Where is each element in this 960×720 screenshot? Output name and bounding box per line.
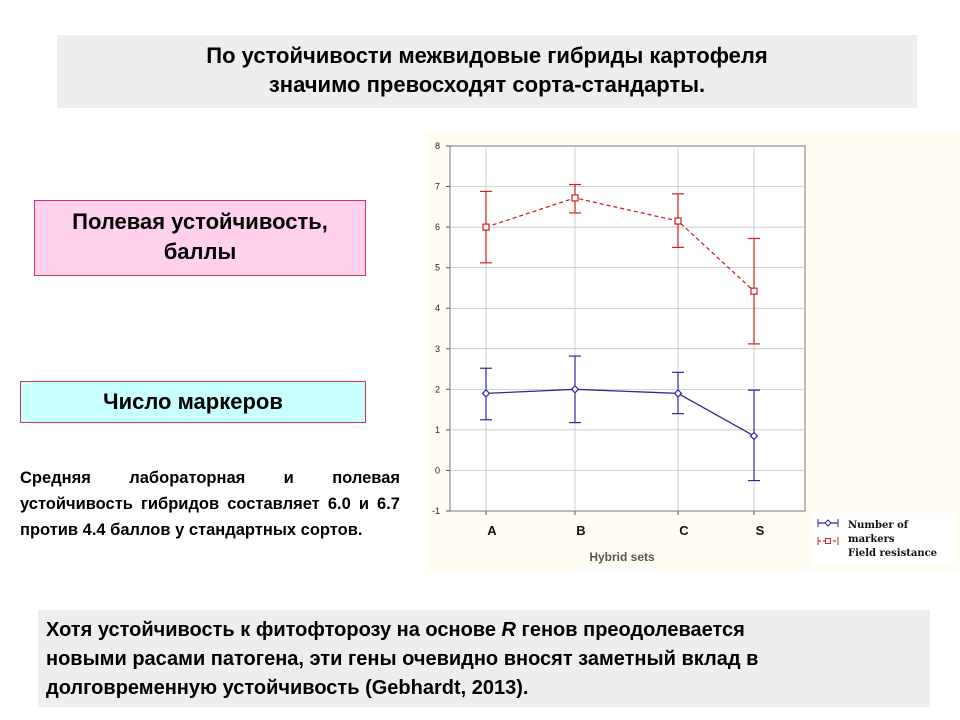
legend-marker <box>824 519 832 527</box>
plot-area <box>449 145 806 512</box>
legend-label: Number of <box>848 520 909 531</box>
x-tick-label: A <box>487 523 497 538</box>
x-tick-label: S <box>756 523 765 538</box>
title-line-2: значимо превосходят сорта-стандарты. <box>268 72 706 97</box>
series-line <box>485 388 755 437</box>
bottom-note-line-2: новыми расами патогена, эти гены очевидн… <box>46 648 759 670</box>
summary-text: Средняя лабораторная и полевая устойчиво… <box>20 469 400 539</box>
data-point <box>749 431 759 441</box>
line-chart: -1 0 1 2 3 4 5 6 7 8 A B C S Hybrid sets Field resistan… <box>432 141 954 565</box>
bottom-note: Хотя устойчивость к фитофторозу на основ… <box>38 610 930 707</box>
legend-label: markers <box>848 534 895 545</box>
y-tick-label: 5 <box>435 263 440 273</box>
y-tick-label: 8 <box>435 141 440 151</box>
y-tick-label: 1 <box>435 425 440 435</box>
data-point <box>750 287 758 295</box>
field-resistance-label-line-1: Полевая устойчивость, <box>72 209 328 234</box>
y-tick-label: 0 <box>435 465 440 475</box>
bottom-note-line-3: долговременную устойчивость (Gebhardt, 2… <box>46 677 529 699</box>
bottom-note-line-1-start: Хотя устойчивость к фитофторозу на основ… <box>46 619 502 641</box>
field-resistance-label-line-2: баллы <box>163 239 237 264</box>
markers-label-box: Число маркеров <box>20 381 366 423</box>
y-tick-label: 2 <box>435 384 440 394</box>
field-resistance-label-box: Полевая устойчивость, баллы <box>34 200 366 276</box>
bottom-note-line-1: Хотя устойчивость к фитофторозу на основ… <box>46 616 922 645</box>
legend-box <box>812 513 954 565</box>
data-point <box>481 389 491 398</box>
y-tick-label: 4 <box>435 303 440 313</box>
slide-title: По устойчивости межвидовые гибриды карто… <box>57 35 917 108</box>
chart-panel: -1 0 1 2 3 4 5 6 7 8 A B C S Hybrid sets Field resistan… <box>426 133 960 570</box>
bottom-note-italic-r: R <box>501 619 516 641</box>
data-point <box>482 223 490 231</box>
x-axis-label: Hybrid sets <box>589 550 655 564</box>
legend-marker <box>825 538 831 544</box>
y-tick-label: 7 <box>435 182 440 192</box>
y-tick-label: 3 <box>435 344 440 354</box>
legend-label: Field resistance <box>848 548 937 559</box>
data-point <box>571 194 579 202</box>
data-point <box>673 389 683 398</box>
x-tick-label: B <box>576 523 585 538</box>
data-point <box>570 384 580 394</box>
y-tick-label: -1 <box>432 506 440 516</box>
y-tick-label: 6 <box>435 222 440 232</box>
title-line-1: По устойчивости межвидовые гибриды карто… <box>206 43 768 68</box>
x-tick-label: C <box>679 523 689 538</box>
data-point <box>674 217 682 225</box>
bottom-note-line-1-end: генов преодолевается <box>515 619 745 641</box>
markers-label: Число маркеров <box>103 389 283 414</box>
